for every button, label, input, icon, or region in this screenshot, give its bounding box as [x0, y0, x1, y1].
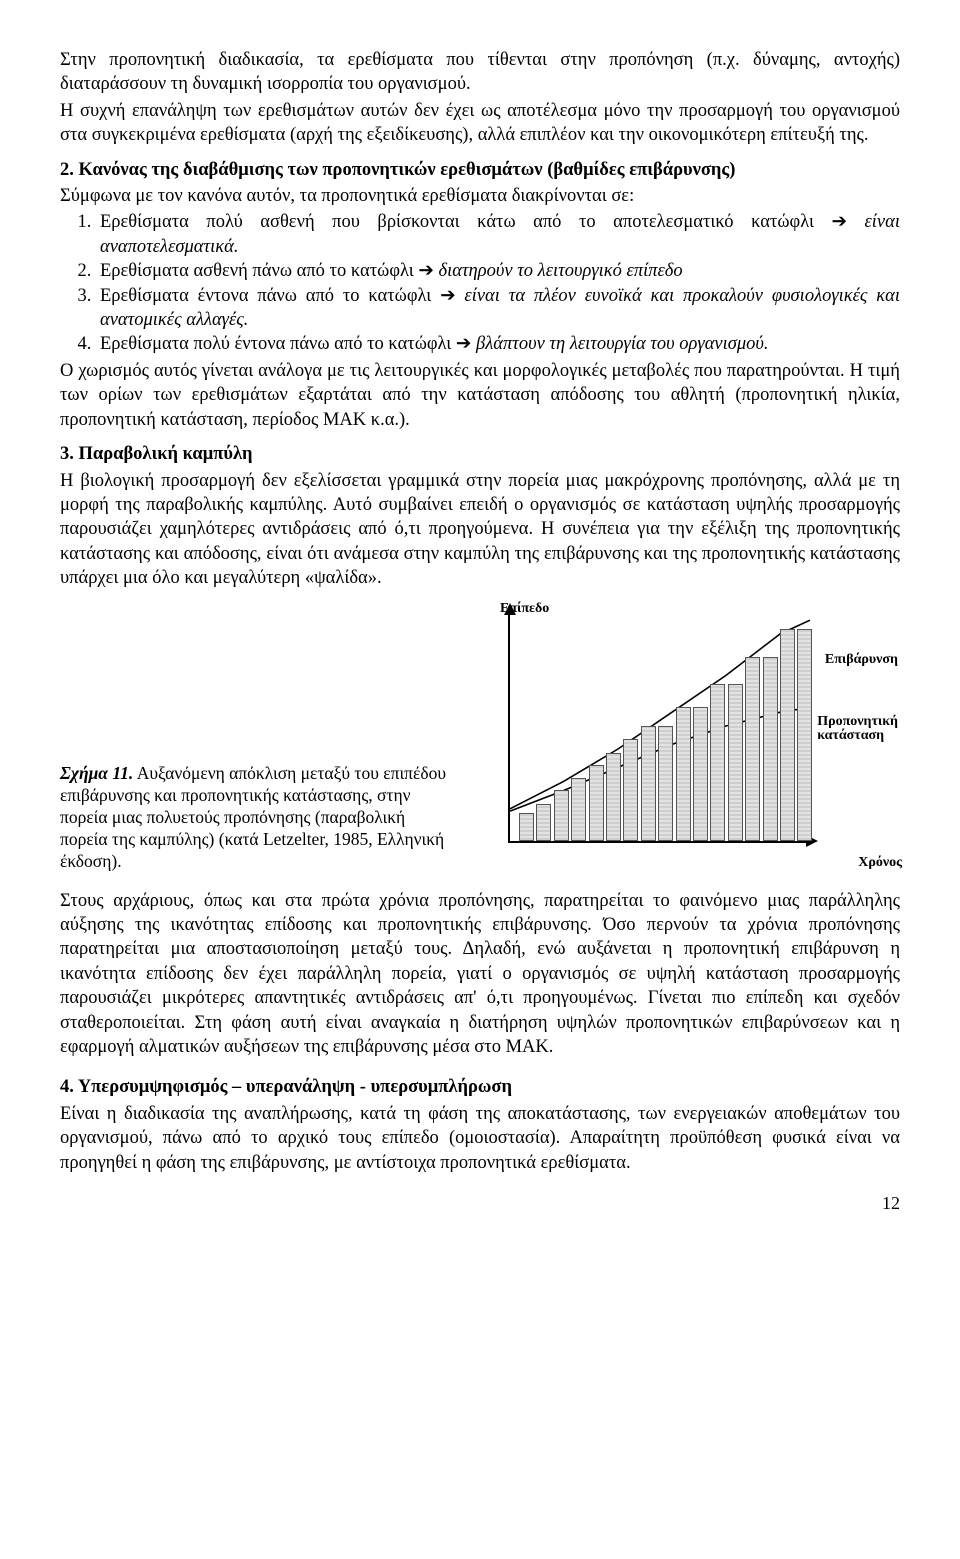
bar: [641, 726, 656, 841]
after-figure-paragraph: Στους αρχάριους, όπως και στα πρώτα χρόν…: [60, 889, 900, 1060]
list-item: Ερεθίσματα ασθενή πάνω από το κατώφλι ➔ …: [96, 259, 900, 283]
curve-label-bottom: Προπονητικήκατάσταση: [817, 715, 898, 744]
list-item: Ερεθίσματα πολύ ασθενή που βρίσκονται κά…: [96, 210, 900, 259]
list-item: Ερεθίσματα πολύ έντονα πάνω από το κατώφ…: [96, 332, 900, 356]
section-4-title: 4. Υπερσυμψηφισμός – υπερανάληψη - υπερσ…: [60, 1075, 900, 1099]
curve-label-top: Επιβάρυνση: [825, 653, 898, 668]
x-axis-label: Χρόνος: [858, 855, 902, 871]
section-4-paragraph: Είναι η διαδικασία της αναπλήρωσης, κατά…: [60, 1102, 900, 1175]
bar: [519, 813, 534, 841]
bar: [745, 657, 760, 841]
bar: [797, 629, 812, 841]
section-3-paragraph: Η βιολογική προσαρμογή δεν εξελίσσεται γ…: [60, 469, 900, 591]
figure-11-chart: Επίπεδο Χρόνος Επιβάρυνση Προπονητικήκατ…: [458, 605, 900, 873]
page-number: 12: [60, 1193, 900, 1214]
bar: [658, 726, 673, 841]
bar: [763, 657, 778, 841]
bar: [571, 778, 586, 840]
bar: [589, 765, 604, 841]
intro-paragraph-2: Η συχνή επανάληψη των ερεθισμάτων αυτών …: [60, 99, 900, 148]
figure-11-caption: Σχήμα 11. Αυξανόμενη απόκλιση μεταξύ του…: [60, 763, 450, 872]
figure-label: Σχήμα 11.: [60, 763, 133, 783]
bar: [676, 707, 691, 840]
chart-area: [508, 611, 810, 843]
bar: [623, 739, 638, 840]
bar: [606, 753, 621, 840]
bar: [780, 629, 795, 841]
bar: [536, 804, 551, 841]
section-2-after: Ο χωρισμός αυτός γίνεται ανάλογα με τις …: [60, 359, 900, 432]
bar: [728, 684, 743, 840]
section-2-title: 2. Κανόνας της διαβάθμισης των προπονητι…: [60, 158, 900, 182]
section-3-title: 3. Παραβολική καμπύλη: [60, 442, 900, 466]
bar: [554, 790, 569, 841]
figure-11-block: Σχήμα 11. Αυξανόμενη απόκλιση μεταξύ του…: [60, 605, 900, 873]
stimuli-levels-list: Ερεθίσματα πολύ ασθενή που βρίσκονται κά…: [60, 210, 900, 356]
section-2-lead: Σύμφωνα με τον κανόνα αυτόν, τα προπονητ…: [60, 184, 900, 208]
document-page: Στην προπονητική διαδικασία, τα ερεθίσμα…: [0, 0, 960, 1244]
bar: [710, 684, 725, 840]
list-item: Ερεθίσματα έντονα πάνω από το κατώφλι ➔ …: [96, 284, 900, 333]
intro-paragraph-1: Στην προπονητική διαδικασία, τα ερεθίσμα…: [60, 48, 900, 97]
bar: [693, 707, 708, 840]
